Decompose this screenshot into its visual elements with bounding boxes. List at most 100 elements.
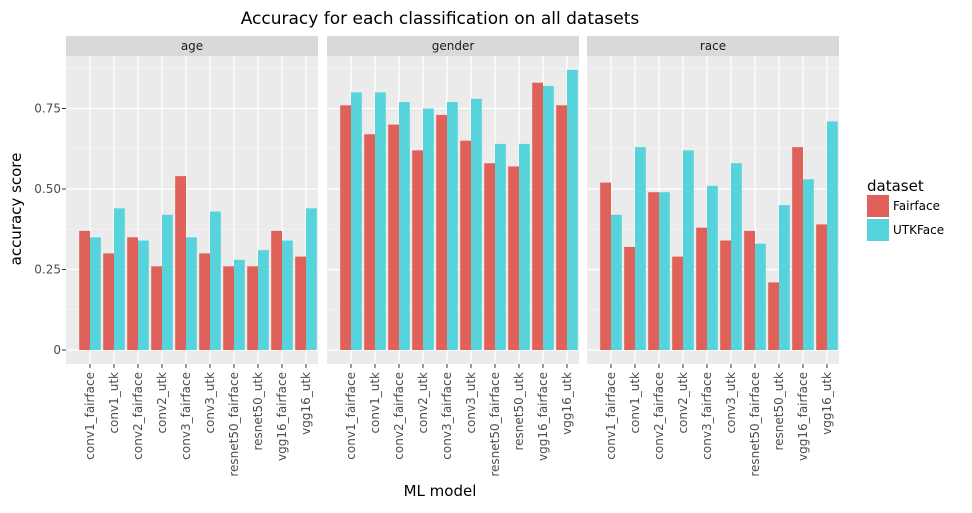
x-tick-label: conv3_fairface [179,372,193,460]
bar-gender-conv3_fairface-UTKFace [447,102,458,350]
bar-race-conv2_utk-UTKFace [683,150,694,350]
bar-gender-conv1_utk-Fairface [364,134,375,350]
legend: dataset Fairface UTKFace [867,177,944,241]
facet-strip-label: gender [432,39,475,53]
bar-age-conv1_utk-UTKFace [114,208,125,350]
legend-entries: Fairface UTKFace [867,195,944,241]
bar-race-conv3_utk-Fairface [720,240,731,350]
bar-gender-resnet50_utk-UTKFace [519,143,530,350]
bar-race-conv2_utk-Fairface [672,256,683,350]
bar-gender-conv2_fairface-Fairface [388,124,399,350]
bar-gender-vgg16_utk-UTKFace [567,69,578,351]
x-tick-label: conv1_utk [368,372,382,434]
bar-gender-resnet50_fairface-Fairface [484,163,495,350]
x-tick-label: resnet50_utk [772,372,786,451]
bar-age-conv3_utk-Fairface [199,253,210,350]
x-tick-label: conv1_fairface [344,372,358,460]
bar-age-resnet50_fairface-UTKFace [234,259,245,350]
x-tick-label: conv3_utk [203,372,217,434]
bar-race-conv2_fairface-UTKFace [659,192,670,350]
x-tick-label: conv1_utk [628,372,642,434]
bar-age-conv2_fairface-UTKFace [138,240,149,350]
bar-race-vgg16_utk-UTKFace [827,121,838,350]
y-tick-label: 0.75 [34,102,61,116]
bar-age-resnet50_utk-Fairface [247,266,258,350]
bar-race-vgg16_fairface-Fairface [792,147,803,350]
bar-gender-conv1_utk-UTKFace [375,92,386,351]
bar-gender-conv1_fairface-UTKFace [351,92,362,351]
bar-age-conv2_utk-Fairface [151,266,162,350]
bar-age-conv2_utk-UTKFace [162,214,173,350]
x-tick-label: conv2_fairface [131,372,145,460]
y-axis: 0 0.25 0.50 0.75 [34,102,66,357]
bar-gender-conv3_utk-UTKFace [471,98,482,350]
x-tick-label: vgg16_utk [820,372,834,435]
bar-gender-conv2_utk-Fairface [412,150,423,350]
bar-age-conv1_utk-Fairface [103,253,114,350]
x-tick-label: resnet50_utk [251,372,265,451]
x-tick-label: resnet50_fairface [488,372,502,477]
x-tick-label: conv1_utk [107,372,121,434]
bar-race-vgg16_utk-Fairface [816,224,827,350]
bar-race-conv1_utk-Fairface [624,246,635,350]
legend-label-fairface: Fairface [893,199,940,213]
x-tick-label: conv3_utk [724,372,738,434]
x-tick-label: vgg16_fairface [796,372,810,461]
facet-strip-label: age [181,39,203,53]
bar-gender-conv1_fairface-Fairface [340,105,351,350]
bar-age-vgg16_fairface-UTKFace [282,240,293,350]
x-tick-label: conv3_fairface [440,372,454,460]
facet-strip-label: race [700,39,726,53]
bar-gender-vgg16_fairface-Fairface [532,82,543,351]
bar-age-conv3_fairface-UTKFace [186,237,197,350]
bar-gender-conv3_utk-Fairface [460,140,471,350]
x-tick-label: conv3_utk [464,372,478,434]
x-tick-label: conv2_fairface [392,372,406,460]
bar-age-conv2_fairface-Fairface [127,237,138,350]
x-axis-title: ML model [404,482,477,500]
x-tick-label: resnet50_fairface [748,372,762,477]
bar-race-conv3_fairface-UTKFace [707,185,718,350]
bar-gender-conv2_fairface-UTKFace [399,102,410,350]
facet-strip [66,36,318,56]
bar-race-conv3_fairface-Fairface [696,227,707,350]
x-tick-label: conv2_utk [155,372,169,434]
bar-race-resnet50_utk-Fairface [768,282,779,350]
x-tick-label: conv2_utk [416,372,430,434]
x-tick-label: vgg16_fairface [536,372,550,461]
bar-race-resnet50_utk-UTKFace [779,205,790,350]
legend-label-utkface: UTKFace [893,223,944,237]
bar-gender-resnet50_utk-Fairface [508,166,519,350]
bar-race-resnet50_fairface-Fairface [744,230,755,350]
chart-title: Accuracy for each classification on all … [241,9,640,29]
bar-race-conv3_utk-UTKFace [731,163,742,350]
x-tick-label: conv3_fairface [700,372,714,460]
facet-strip [587,36,839,56]
bar-gender-conv2_utk-UTKFace [423,108,434,350]
facet-panel-gender: gender conv1_fairface conv1_utk conv2_fairf… [327,36,579,477]
bar-age-resnet50_utk-UTKFace [258,250,269,350]
y-tick-label: 0.50 [34,182,61,196]
x-tick-label: conv2_utk [676,372,690,434]
bar-age-resnet50_fairface-Fairface [223,266,234,350]
facet-strip [327,36,579,56]
bar-age-conv1_fairface-Fairface [79,230,90,350]
bar-gender-vgg16_utk-Fairface [556,105,567,350]
bar-age-conv3_utk-UTKFace [210,211,221,350]
legend-key-utkface [867,219,889,241]
legend-title: dataset [867,177,924,195]
bar-gender-vgg16_fairface-UTKFace [543,85,554,351]
x-tick-label: vgg16_utk [560,372,574,435]
x-tick-label: vgg16_fairface [275,372,289,461]
x-tick-label: resnet50_utk [512,372,526,451]
bar-race-conv1_fairface-UTKFace [611,214,622,350]
facet-panel-race: race conv1_fairface conv1_utk conv2_fairfac… [587,36,839,477]
bar-age-vgg16_utk-UTKFace [306,208,317,350]
legend-key-fairface [867,195,889,217]
facet-panel-age: age conv1_fairface conv1_utk conv2_fairface… [66,36,318,477]
bar-age-conv1_fairface-UTKFace [90,237,101,350]
bar-age-conv3_fairface-Fairface [175,176,186,350]
y-tick-label: 0 [53,343,61,357]
